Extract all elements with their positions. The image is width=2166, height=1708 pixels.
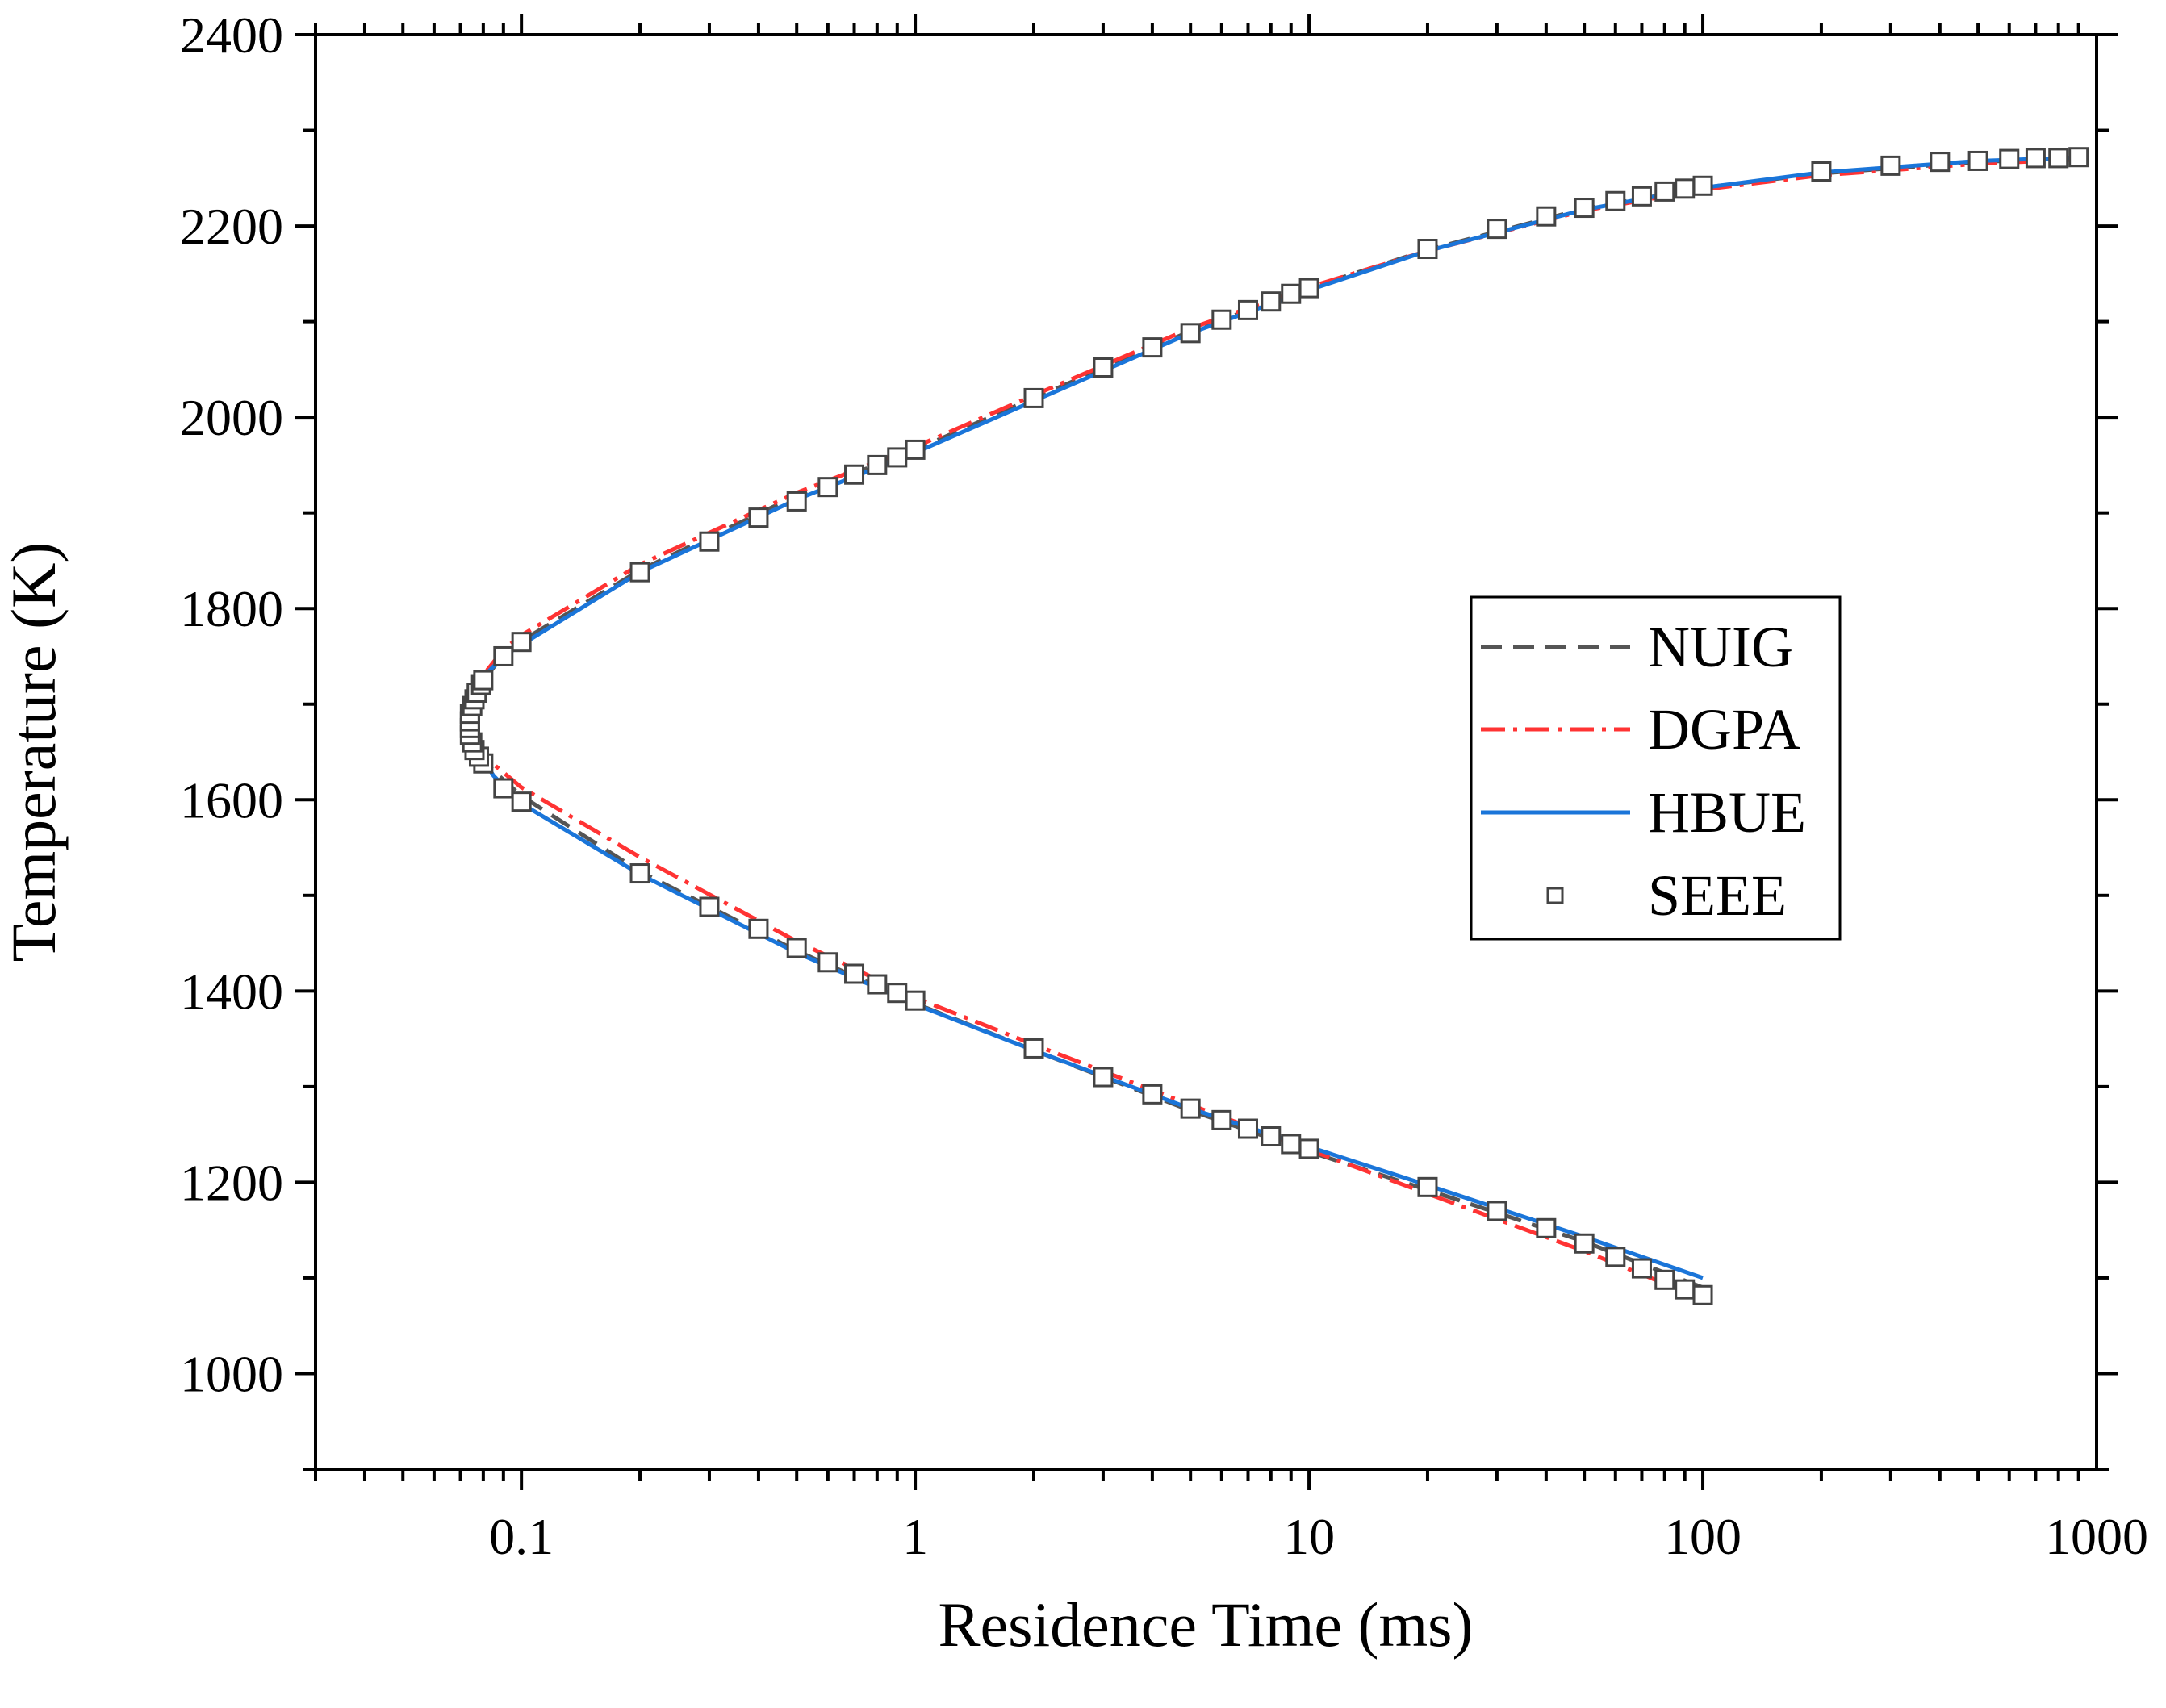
seee-point — [1261, 291, 1282, 312]
y-tick-label: 2400 — [180, 6, 283, 64]
plot-frame — [314, 33, 2098, 1471]
seee-point — [493, 778, 514, 799]
seee-point — [1999, 148, 2020, 169]
legend-label-dgpa: DGPA — [1648, 697, 1800, 762]
legend-label-nuig: NUIG — [1648, 615, 1793, 679]
y-tick-label: 1800 — [180, 580, 283, 637]
seee-point — [2025, 148, 2046, 169]
seee-point — [786, 938, 807, 958]
x-tick-label: 1000 — [2045, 1508, 2148, 1565]
x-tick-label: 0.1 — [489, 1508, 554, 1565]
seee-point — [1675, 178, 1696, 199]
seee-point — [887, 983, 908, 1004]
seee-point — [1574, 1233, 1595, 1254]
x-tick-label: 10 — [1283, 1508, 1335, 1565]
legend: NUIG DGPA HBUE SEEE — [1470, 595, 1842, 941]
seee-point — [1417, 1176, 1438, 1197]
seee-point — [1142, 1084, 1163, 1105]
seee-point — [887, 447, 908, 468]
y-tick-label: 1000 — [180, 1345, 283, 1402]
seee-point — [1281, 283, 1302, 304]
seee-point — [1574, 198, 1595, 219]
y-tick-label: 2200 — [180, 198, 283, 255]
seee-point — [473, 670, 494, 691]
seee-point — [1237, 1118, 1258, 1139]
seee-point — [1487, 1201, 1507, 1221]
seee-point — [1675, 1279, 1696, 1300]
seee-point — [844, 464, 865, 485]
ticks — [295, 14, 2118, 1490]
seee-point — [1631, 186, 1652, 207]
seee-point — [1930, 152, 1951, 173]
y-tick-label: 1400 — [180, 963, 283, 1020]
seee-point — [1093, 357, 1114, 378]
seee-point — [493, 645, 514, 666]
seee-point — [1211, 309, 1232, 330]
seee-point — [2068, 147, 2089, 168]
legend-swatch-seee — [1546, 887, 1564, 904]
seee-point — [1487, 219, 1507, 240]
series-line-hbue — [470, 155, 2089, 1280]
seee-point — [1298, 278, 1319, 299]
seee-point — [1281, 1134, 1302, 1155]
seee-point — [2048, 148, 2069, 169]
seee-point — [1023, 1038, 1044, 1059]
seee-point — [1967, 150, 1988, 171]
seee-point — [1811, 161, 1832, 182]
seee-point — [867, 974, 888, 995]
y-tick-label: 2000 — [180, 389, 283, 446]
seee-point — [1417, 239, 1438, 260]
seee-point — [1237, 299, 1258, 320]
seee-point — [748, 507, 769, 528]
y-tick-label: 1600 — [180, 771, 283, 829]
seee-point — [1298, 1138, 1319, 1159]
seee-point — [1654, 181, 1675, 202]
seee-point — [867, 454, 888, 475]
seee-point — [1536, 206, 1557, 227]
legend-label-hbue: HBUE — [1648, 780, 1806, 845]
seee-point — [699, 896, 720, 917]
seee-point — [1692, 175, 1713, 196]
x-axis-title: Residence Time (ms) — [939, 1589, 1474, 1660]
seee-point — [629, 562, 650, 583]
seee-point — [1180, 1098, 1201, 1119]
seee-point — [1093, 1067, 1114, 1088]
seee-point — [1023, 387, 1044, 408]
seee-point — [511, 632, 532, 653]
seee-point — [1211, 1109, 1232, 1130]
legend-box — [1470, 595, 1842, 941]
seee-point — [1654, 1269, 1675, 1290]
seee-point — [905, 990, 926, 1011]
seee-point — [1142, 337, 1163, 358]
series-line-nuig — [470, 156, 2089, 1290]
seee-point — [511, 791, 532, 812]
seee-point — [629, 863, 650, 884]
x-tick-label: 1 — [902, 1508, 928, 1565]
seee-point — [1605, 190, 1626, 211]
seee-point — [905, 439, 926, 460]
seee-point — [817, 952, 838, 973]
seee-point — [1261, 1126, 1282, 1147]
seee-point — [748, 918, 769, 939]
seee-point — [817, 477, 838, 498]
tick-labels: 0.1 1 10 100 1000 1000 1200 1400 1600 1800 2000 220… — [180, 6, 2148, 1565]
seee-point — [1180, 323, 1201, 344]
series-markers — [459, 147, 2089, 1305]
seee-point — [1880, 155, 1901, 176]
seee-point — [1692, 1284, 1713, 1305]
seee-point — [699, 531, 720, 552]
legend-label-seee: SEEE — [1648, 863, 1787, 928]
seee-point — [1605, 1247, 1626, 1267]
seee-point — [786, 491, 807, 512]
seee-point — [844, 963, 865, 984]
seee-point — [1631, 1258, 1652, 1279]
seee-point — [1536, 1217, 1557, 1238]
y-tick-label: 1200 — [180, 1154, 283, 1211]
x-tick-label: 100 — [1664, 1508, 1742, 1565]
y-axis-title: Temperature (K) — [0, 542, 69, 963]
